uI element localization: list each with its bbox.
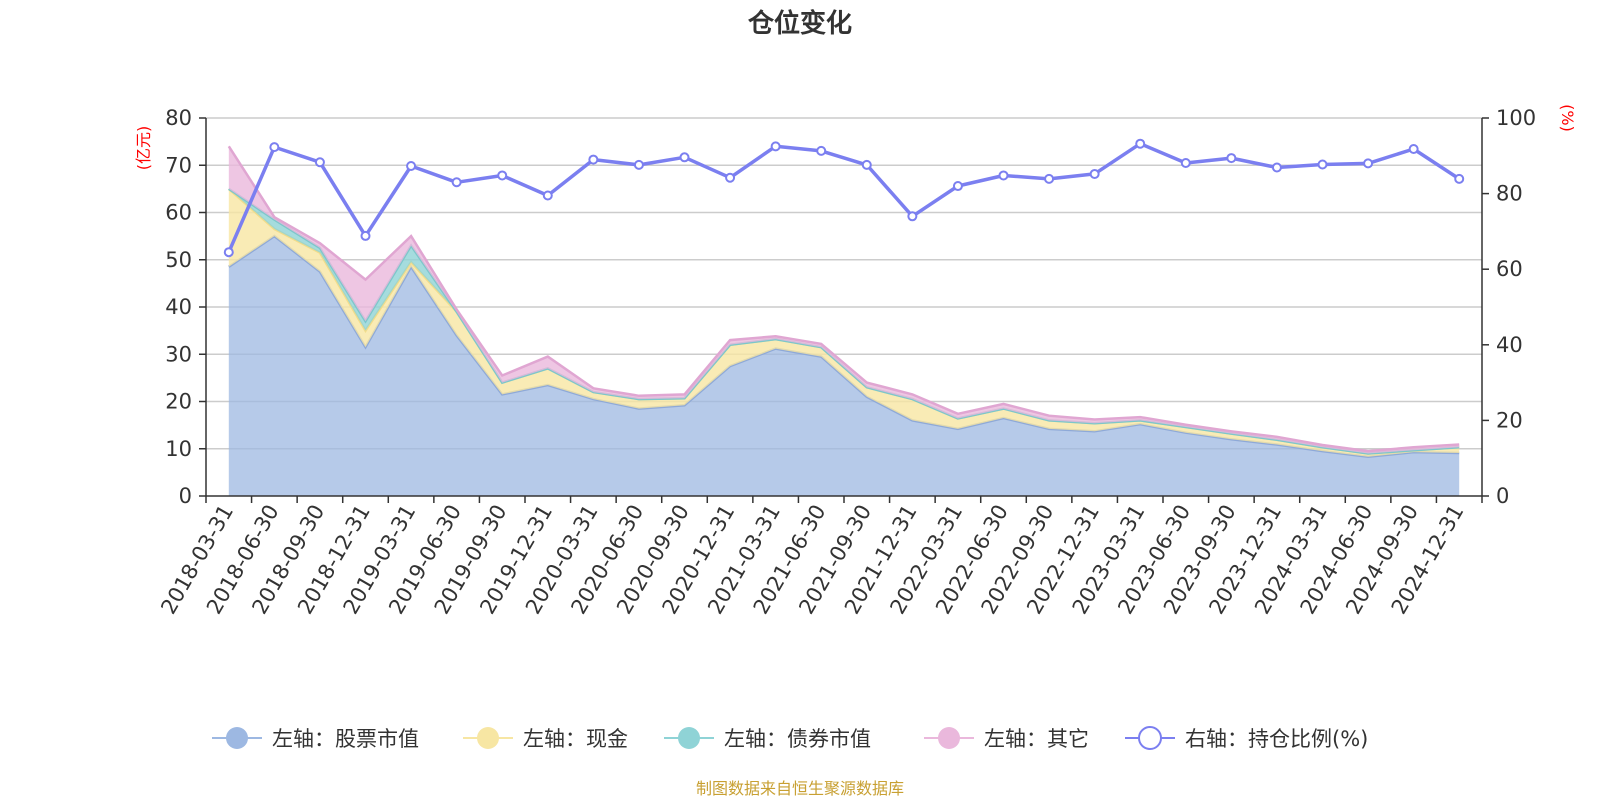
legend-item-4[interactable]: 右轴：持仓比例(%) — [1125, 726, 1368, 751]
left-tick-label: 50 — [165, 248, 192, 272]
legend-label: 左轴：股票市值 — [272, 727, 419, 751]
legend-label: 左轴：其它 — [984, 727, 1089, 751]
legend-marker — [1138, 726, 1162, 750]
left-tick-label: 80 — [165, 106, 192, 130]
legend-marker — [938, 727, 960, 749]
left-tick-label: 70 — [165, 153, 192, 177]
left-tick-label: 10 — [165, 437, 192, 461]
ratio-point — [1180, 157, 1191, 168]
left-tick-label: 30 — [165, 342, 192, 366]
ratio-point — [816, 145, 827, 156]
ratio-point — [998, 170, 1009, 181]
ratio-point — [1408, 143, 1419, 154]
ratio-point — [861, 159, 872, 170]
right-tick-label: 60 — [1496, 257, 1523, 281]
ratio-point — [588, 154, 599, 165]
left-tick-label: 20 — [165, 390, 192, 414]
legend-item-0[interactable]: 左轴：股票市值 — [212, 727, 419, 751]
left-tick-label: 60 — [165, 201, 192, 225]
ratio-point — [1317, 159, 1328, 170]
left-tick-label: 0 — [179, 484, 192, 508]
ratio-point — [633, 159, 644, 170]
legend-label: 左轴：债券市值 — [724, 727, 871, 751]
ratio-point — [1363, 158, 1374, 169]
ratio-point — [314, 157, 325, 168]
ratio-point — [497, 170, 508, 181]
chart-title: 仓位变化 — [747, 8, 852, 39]
legend: 左轴：股票市值 左轴：现金 左轴：债券市值 左轴：其它 右轴：持仓比例(%) — [212, 726, 1368, 751]
left-tick-label: 40 — [165, 295, 192, 319]
legend-marker — [477, 727, 499, 749]
ratio-point — [1044, 173, 1055, 184]
legend-item-2[interactable]: 左轴：债券市值 — [664, 727, 871, 751]
ratio-point — [1089, 168, 1100, 179]
right-tick-label: 20 — [1496, 408, 1523, 432]
left-axis-unit: (亿元) — [134, 126, 153, 171]
area-edge-3 — [227, 145, 1460, 453]
ratio-point — [770, 141, 781, 152]
ratio-point — [542, 190, 553, 201]
ratio-point — [725, 172, 736, 183]
right-tick-label: 80 — [1496, 182, 1523, 206]
legend-item-1[interactable]: 左轴：现金 — [463, 727, 628, 751]
ratio-point — [223, 247, 234, 258]
ratio-point — [1135, 138, 1146, 149]
ratio-point — [679, 152, 690, 163]
position-ratio-line — [223, 138, 1465, 258]
ratio-point — [907, 211, 918, 222]
ratio-point — [1226, 153, 1237, 164]
ratio-point — [1454, 173, 1465, 184]
ratio-point — [406, 161, 417, 172]
legend-marker — [226, 727, 248, 749]
ratio-point — [451, 177, 462, 188]
stacked-areas — [227, 145, 1460, 496]
right-axis-unit: (%) — [1558, 104, 1577, 132]
legend-marker — [678, 727, 700, 749]
right-tick-label: 0 — [1496, 484, 1509, 508]
ratio-point — [360, 230, 371, 241]
legend-label: 右轴：持仓比例(%) — [1185, 727, 1368, 751]
data-source-note: 制图数据来自恒生聚源数据库 — [696, 779, 904, 798]
area-series-0 — [228, 236, 1460, 496]
ratio-point — [952, 181, 963, 192]
ratio-line-path — [227, 141, 1461, 253]
legend-label: 左轴：现金 — [523, 727, 628, 751]
ratio-point — [269, 142, 280, 153]
ratio-point — [1271, 162, 1282, 173]
legend-item-3[interactable]: 左轴：其它 — [924, 727, 1089, 751]
right-tick-label: 40 — [1496, 333, 1523, 357]
right-tick-label: 100 — [1496, 106, 1536, 130]
